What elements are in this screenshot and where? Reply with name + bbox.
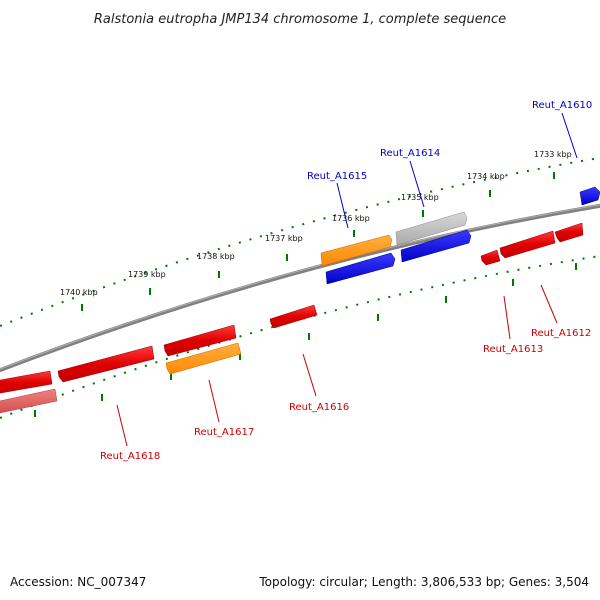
gene-arrow-pseudo-pink[interactable] [0, 388, 58, 414]
inner-major-ticks [34, 263, 577, 417]
gene-arrow-reut-a1617-rna[interactable] [165, 342, 242, 375]
gene-arrow-reut-a1616[interactable] [269, 304, 318, 329]
map-title: Ralstonia eutropha JMP134 chromosome 1, … [94, 12, 506, 27]
inner-tick-ring [0, 255, 600, 419]
gene-label-reut-a1615[interactable]: Reut_A1615 [307, 171, 367, 182]
scale-label-1733: 1733 kbp [534, 150, 572, 159]
gene-leader-lines [116, 112, 578, 447]
scale-label-1737: 1737 kbp [265, 234, 303, 243]
scale-label-1738: 1738 kbp [197, 252, 235, 261]
gene-label-reut-a1616[interactable]: Reut_A1616 [289, 402, 349, 413]
gene-arrow-reut-a1612[interactable] [554, 222, 584, 243]
gene-label-reut-a1618[interactable]: Reut_A1618 [100, 451, 160, 462]
gene-arrow-reut-a1614[interactable] [400, 229, 472, 263]
topology-text: Topology: circular; Length: 3,806,533 bp… [259, 575, 589, 589]
scale-label-1739: 1739 kbp [128, 270, 166, 279]
gene-arrow-reut-a1617-a[interactable] [163, 324, 237, 357]
gene-arrow-reut-a1618-a[interactable] [57, 345, 155, 383]
gene-arrow-reut-a1613-b[interactable] [480, 249, 501, 266]
gene-label-reut-a1613[interactable]: Reut_A1613 [483, 344, 543, 355]
chromosome-backbone-highlight [0, 204, 600, 370]
gene-arrow-orange-rna[interactable] [320, 234, 393, 267]
gene-arrow-reut-a1613-a[interactable] [499, 230, 556, 259]
scale-label-1735: 1735 kbp [401, 193, 439, 202]
gene-label-reut-a1617[interactable]: Reut_A1617 [194, 427, 254, 438]
gene-label-reut-a1610[interactable]: Reut_A1610 [532, 100, 592, 111]
scale-label-1736: 1736 kbp [332, 214, 370, 223]
scale-label-1734: 1734 kbp [467, 172, 505, 181]
scale-label-1740: 1740 kbp [60, 288, 98, 297]
gene-arrow-reut-a1610[interactable] [579, 186, 600, 206]
gene-label-reut-a1612[interactable]: Reut_A1612 [531, 328, 591, 339]
outer-major-ticks [81, 172, 555, 311]
gene-label-reut-a1614[interactable]: Reut_A1614 [380, 148, 440, 159]
chromosome-backbone [0, 203, 600, 373]
accession-text: Accession: NC_007347 [10, 575, 147, 589]
gene-arrow-reut-a1618-b[interactable] [0, 370, 53, 394]
gene-arrow-reut-a1615[interactable] [325, 252, 396, 285]
gene-arrow-gray[interactable] [395, 211, 468, 246]
